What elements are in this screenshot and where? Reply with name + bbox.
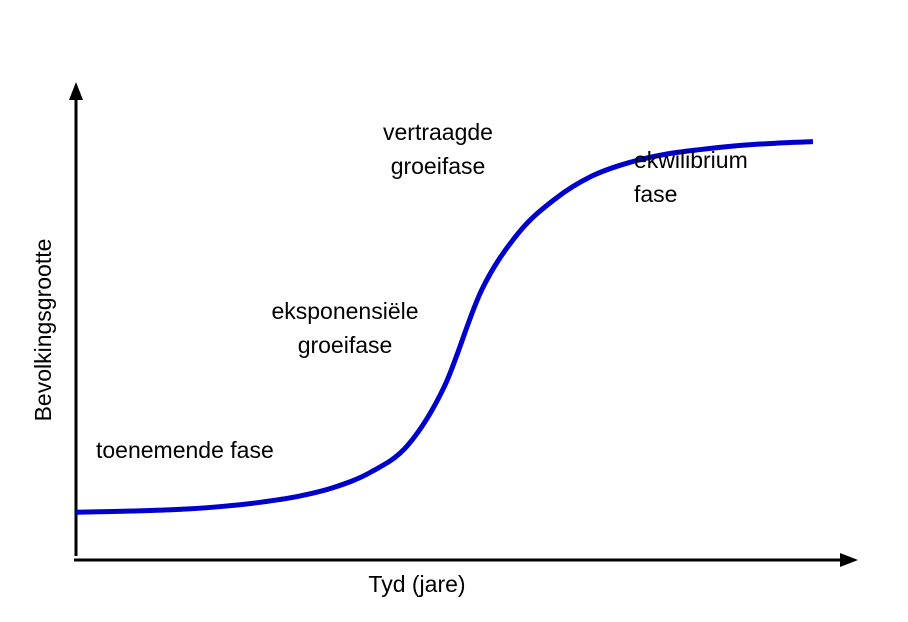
phase-label-ekwilibrium-line2: fase <box>634 181 677 207</box>
y-axis-arrow <box>69 82 83 100</box>
phase-label-toenemende: toenemende fase <box>96 437 274 463</box>
phase-label-eksponensiele-line2: groeifase <box>298 332 393 358</box>
phase-label-vertraagde-line1: vertraagde <box>383 119 493 145</box>
phase-label-eksponensiele-line1: eksponensiële <box>271 298 418 324</box>
x-axis-label: Tyd (jare) <box>368 571 465 597</box>
y-axis-label: Bevolkingsgrootte <box>30 239 56 422</box>
phase-label-ekwilibrium-line1: ekwilibrium <box>634 147 748 173</box>
phase-label-vertraagde-line2: groeifase <box>391 153 486 179</box>
growth-curve-line <box>75 139 814 515</box>
x-axis-arrow <box>840 553 858 567</box>
